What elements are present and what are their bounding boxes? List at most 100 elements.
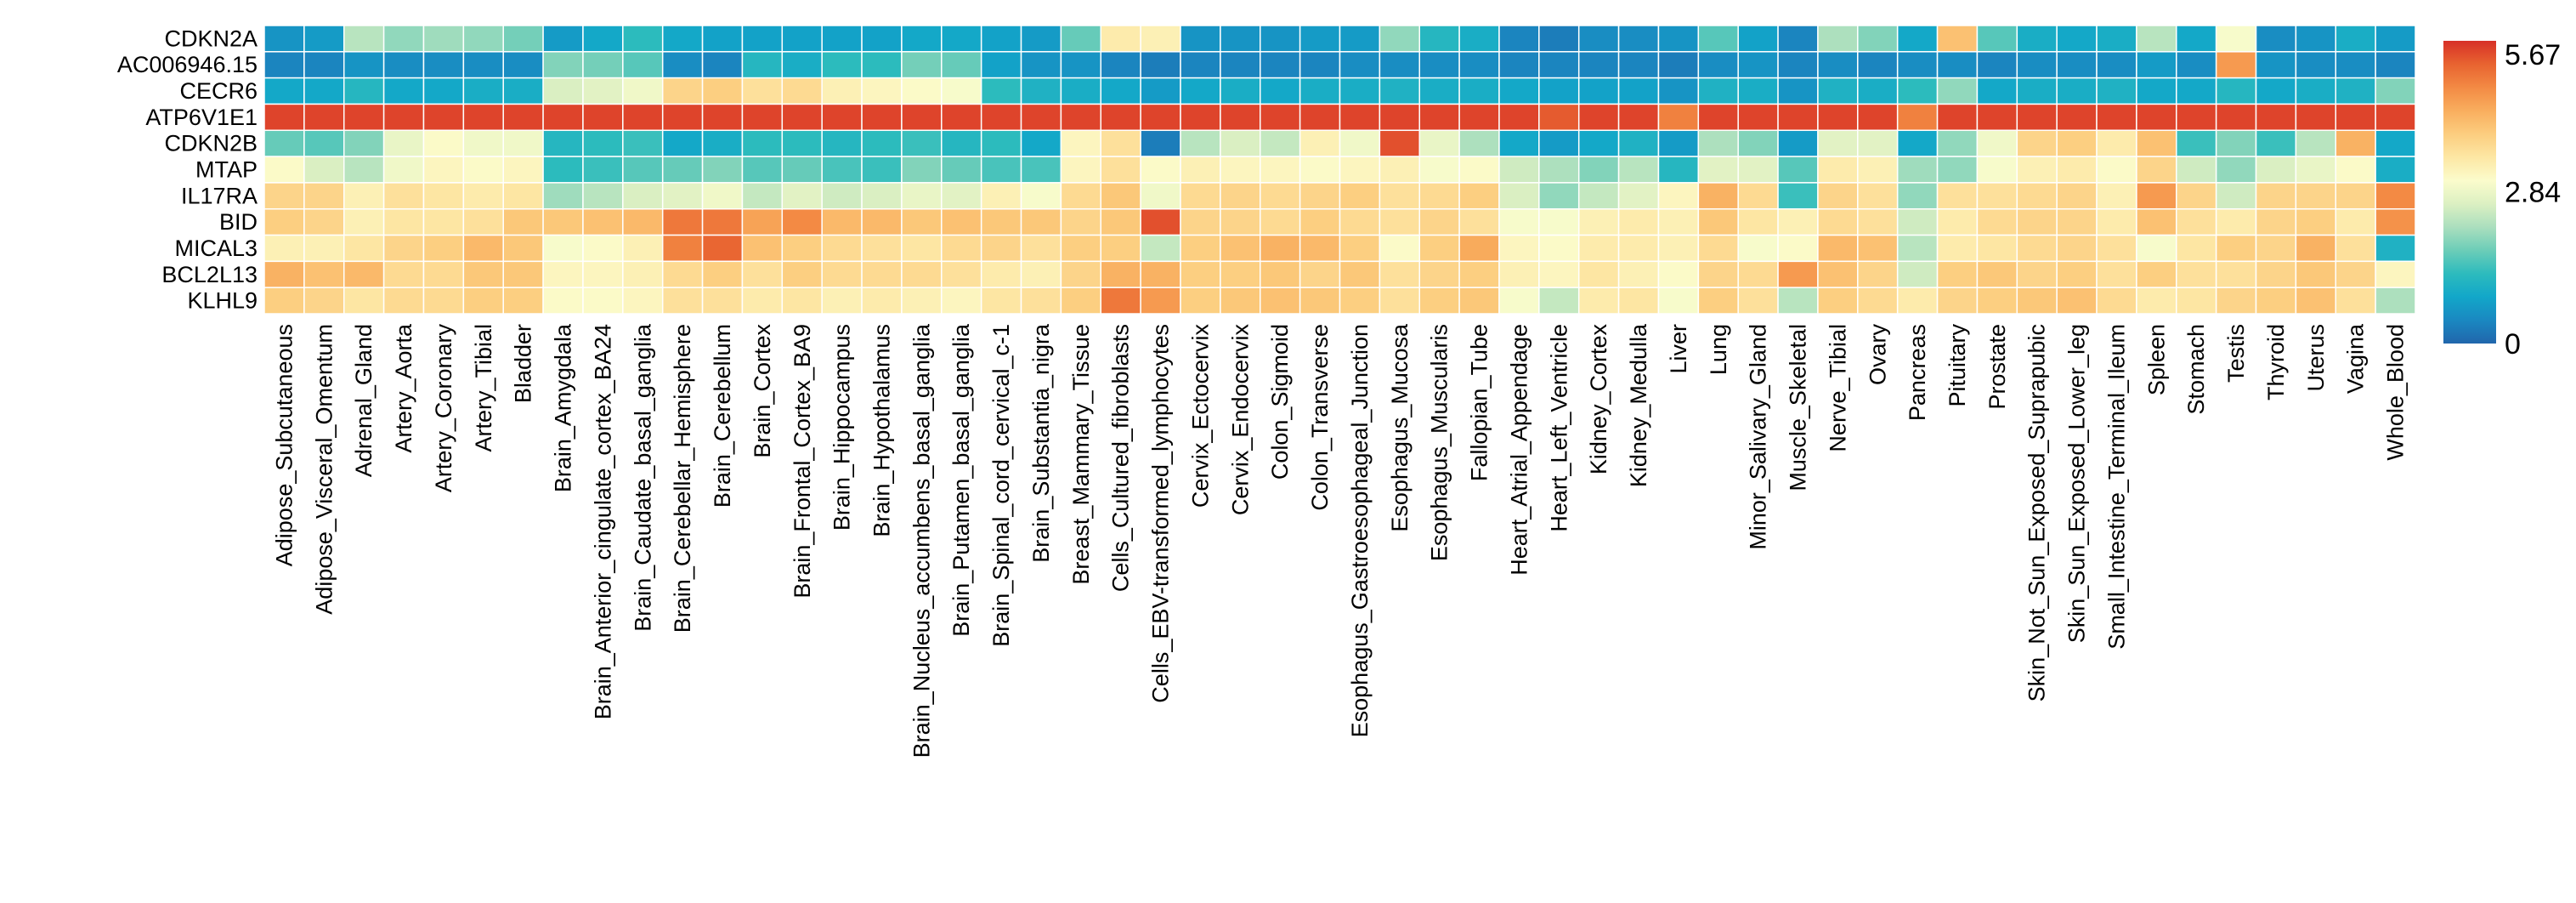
heatmap-cell-KLHL9-Brain_Hippocampus (821, 287, 863, 315)
heatmap-cell-MTAP-Brain_Cortex (741, 156, 784, 184)
heatmap-cell-MTAP-Whole_Blood (2375, 156, 2416, 184)
heatmap-cell-BCL2L13-Brain_Caudate_basal_ganglia (622, 260, 664, 288)
heatmap-cell-MICAL3-Kidney_Medulla (1617, 234, 1660, 263)
heatmap-cell-MTAP-Brain_Nucleus_accumbens_basal_ganglia (901, 156, 943, 184)
heatmap-cell-IL17RA-Artery_Tibial (462, 182, 504, 210)
column-label: Skin_Not_Sun_Exposed_Suprapubic (2024, 324, 2050, 701)
heatmap-cell-ATP6V1E1-Nerve_Tibial (1817, 103, 1859, 132)
column-label: Whole_Blood (2383, 324, 2409, 461)
heatmap-cell-BID-Uterus (2295, 207, 2337, 236)
heatmap-cell-KLHL9-Whole_Blood (2375, 287, 2416, 315)
heatmap-cell-BID-Stomach (2176, 207, 2217, 236)
heatmap-cell-MTAP-Muscle_Skeletal (1777, 156, 1819, 184)
heatmap-cell-MICAL3-Stomach (2176, 234, 2217, 263)
heatmap-cell-MTAP-Small_Intestine_Terminal_Ileum (2096, 156, 2137, 184)
heatmap-cell-IL17RA-Esophagus_Mucosa (1379, 182, 1420, 210)
heatmap-cell-MTAP-Adrenal_Gland (343, 156, 385, 184)
heatmap-cell-CECR6-Nerve_Tibial (1817, 77, 1859, 105)
heatmap-cell-KLHL9-Colon_Sigmoid (1260, 287, 1301, 315)
heatmap-cell-MICAL3-Esophagus_Mucosa (1379, 234, 1420, 263)
heatmap-cell-CDKN2A-Lung (1697, 25, 1739, 53)
heatmap-cell-IL17RA-Cervix_Ectocervix (1180, 182, 1221, 210)
heatmap-cell-IL17RA-Pancreas (1896, 182, 1939, 210)
heatmap-cell-BID-Ovary (1857, 207, 1899, 236)
column-label: Adrenal_Gland (351, 324, 376, 477)
heatmap-cell-CDKN2B-Kidney_Cortex (1577, 129, 1620, 157)
heatmap-cell-BID-Kidney_Cortex (1577, 207, 1620, 236)
heatmap-cell-MICAL3-Pancreas (1896, 234, 1939, 263)
heatmap-cell-BCL2L13-Brain_Substantia_nigra (1020, 260, 1062, 288)
column-label: Muscle_Skeletal (1786, 324, 1811, 491)
heatmap-cell-BCL2L13-Kidney_Cortex (1577, 260, 1620, 288)
heatmap-cell-MICAL3-Heart_Left_Ventricle (1538, 234, 1580, 263)
heatmap-cell-MTAP-Cells_EBV-transformed_lymphocytes (1140, 156, 1181, 184)
colorbar-min-label: 0 (2505, 328, 2521, 361)
heatmap-cell-BID-Artery_Coronary (422, 207, 465, 236)
heatmap-cell-ATP6V1E1-Whole_Blood (2375, 103, 2416, 132)
heatmap-cell-ATP6V1E1-Skin_Sun_Exposed_Lower_leg (2056, 103, 2098, 132)
heatmap-cell-MICAL3-Brain_Spinal_cord_cervical_c-1 (980, 234, 1022, 263)
heatmap-cell-BID-Brain_Hippocampus (821, 207, 863, 236)
heatmap-cell-MTAP-Heart_Atrial_Appendage (1498, 156, 1540, 184)
heatmap-cell-MTAP-Kidney_Cortex (1577, 156, 1620, 184)
heatmap-cell-CECR6-Brain_Amygdala (542, 77, 584, 105)
heatmap-cell-ATP6V1E1-Stomach (2176, 103, 2217, 132)
heatmap-cell-MICAL3-Artery_Coronary (422, 234, 465, 263)
heatmap-cell-CDKN2A-Whole_Blood (2375, 25, 2416, 53)
heatmap-cell-IL17RA-Uterus (2295, 182, 2337, 210)
column-label: Adipose_Subcutaneous (271, 324, 297, 566)
heatmap-cell-CDKN2B-Whole_Blood (2375, 129, 2416, 157)
column-label: Nerve_Tibial (1825, 324, 1850, 452)
heatmap-cell-BCL2L13-Small_Intestine_Terminal_Ileum (2096, 260, 2137, 288)
heatmap-cell-CDKN2B-Brain_Anterior_cingulate_cortex_BA24 (582, 129, 624, 157)
heatmap-cell-CDKN2A-Adipose_Visceral_Omentum (303, 25, 345, 53)
column-label: Pancreas (1905, 324, 1930, 421)
heatmap-cell-IL17RA-Heart_Left_Ventricle (1538, 182, 1580, 210)
heatmap-cell-AC006946.15-Testis (2215, 51, 2257, 79)
heatmap-cell-AC006946.15-Brain_Spinal_cord_cervical_c-1 (980, 51, 1022, 79)
heatmap-cell-BCL2L13-Cells_EBV-transformed_lymphocytes (1140, 260, 1181, 288)
heatmap-cell-IL17RA-Brain_Amygdala (542, 182, 584, 210)
heatmap-cell-KLHL9-Spleen (2136, 287, 2177, 315)
heatmap-cell-MICAL3-Brain_Caudate_basal_ganglia (622, 234, 664, 263)
heatmap-cell-CECR6-Brain_Putamen_basal_ganglia (941, 77, 982, 105)
heatmap-cell-CECR6-Artery_Tibial (462, 77, 504, 105)
heatmap-cell-MTAP-Bladder (502, 156, 544, 184)
heatmap-cell-BID-Brain_Cerebellar_Hemisphere (661, 207, 704, 236)
column-label: Pituitary (1945, 324, 1970, 407)
heatmap-cell-MICAL3-Brain_Cortex (741, 234, 784, 263)
column-label: Colon_Sigmoid (1267, 324, 1293, 480)
heatmap-cell-IL17RA-Cells_Cultured_fibroblasts (1100, 182, 1141, 210)
heatmap-cell-MTAP-Brain_Anterior_cingulate_cortex_BA24 (582, 156, 624, 184)
column-label: Heart_Left_Ventricle (1546, 324, 1571, 532)
heatmap-cell-BID-Brain_Substantia_nigra (1020, 207, 1062, 236)
heatmap-cell-AC006946.15-Heart_Atrial_Appendage (1498, 51, 1540, 79)
heatmap-cell-CDKN2A-Prostate (1976, 25, 2018, 53)
heatmap-cell-ATP6V1E1-Minor_Salivary_Gland (1737, 103, 1779, 132)
heatmap-cell-CDKN2A-Pituitary (1936, 25, 1979, 53)
colorbar (2443, 41, 2496, 344)
heatmap-cell-CDKN2B-Adipose_Subcutaneous (263, 129, 305, 157)
heatmap-cell-ATP6V1E1-Brain_Nucleus_accumbens_basal_ganglia (901, 103, 943, 132)
heatmap-cell-BCL2L13-Cervix_Ectocervix (1180, 260, 1221, 288)
heatmap-cell-CECR6-Lung (1697, 77, 1739, 105)
heatmap-cell-BID-Brain_Hypothalamus (861, 207, 903, 236)
heatmap-cell-CDKN2B-Muscle_Skeletal (1777, 129, 1819, 157)
column-label: Kidney_Cortex (1586, 324, 1611, 475)
heatmap-cell-CDKN2B-Brain_Cerebellum (701, 129, 744, 157)
heatmap-cell-CDKN2A-Brain_Anterior_cingulate_cortex_BA24 (582, 25, 624, 53)
heatmap-cell-BID-Esophagus_Gastroesophageal_Junction (1339, 207, 1381, 236)
heatmap-cell-AC006946.15-Colon_Transverse (1299, 51, 1341, 79)
heatmap-cell-CDKN2B-Brain_Cerebellar_Hemisphere (661, 129, 704, 157)
heatmap-cell-KLHL9-Brain_Caudate_basal_ganglia (622, 287, 664, 315)
column-label: Brain_Amygdala (551, 323, 576, 492)
heatmap-cell-IL17RA-Whole_Blood (2375, 182, 2416, 210)
heatmap-cell-MTAP-Brain_Amygdala (542, 156, 584, 184)
column-label: Brain_Substantia_nigra (1028, 323, 1054, 563)
heatmap-cell-MTAP-Colon_Sigmoid (1260, 156, 1301, 184)
heatmap-cell-CDKN2A-Brain_Substantia_nigra (1020, 25, 1062, 53)
heatmap-cell-KLHL9-Brain_Cortex (741, 287, 784, 315)
heatmap-cell-CDKN2B-Artery_Aorta (382, 129, 425, 157)
heatmap-cell-CECR6-Colon_Transverse (1299, 77, 1341, 105)
column-label: Cervix_Endocervix (1227, 324, 1253, 516)
